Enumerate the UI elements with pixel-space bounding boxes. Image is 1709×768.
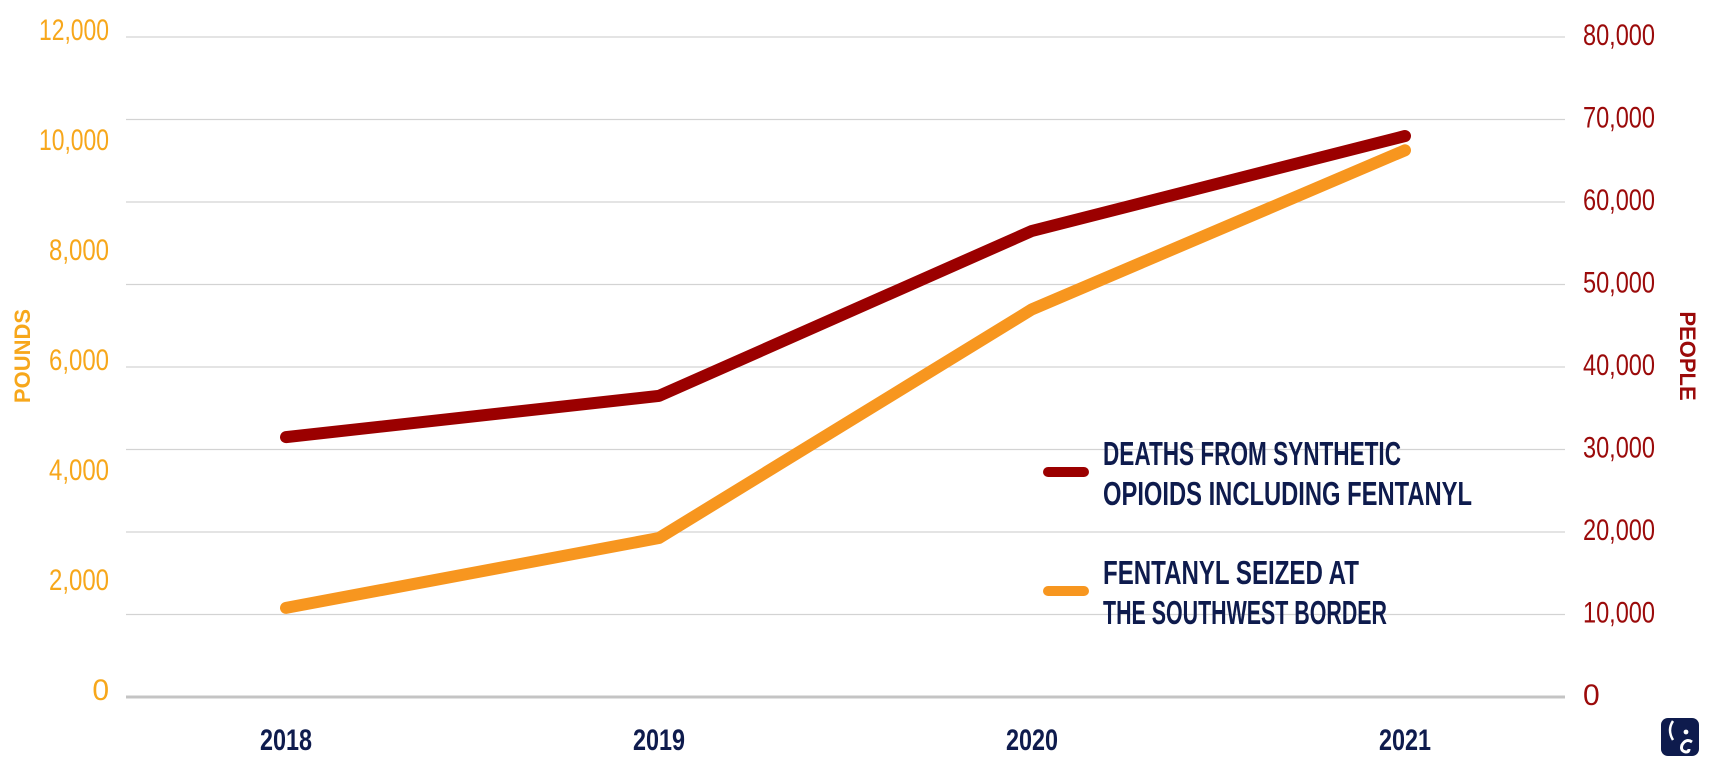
left-axis-ticks: 0 2,000 4,000 6,000 8,000 10,000 12,000 (39, 14, 109, 707)
right-axis-tick-label: 20,000 (1583, 514, 1655, 547)
left-axis-tick-label: 10,000 (39, 124, 109, 157)
x-axis-tick-label: 2020 (1006, 724, 1058, 757)
legend-label: THE SOUTHWEST BORDER (1103, 594, 1387, 631)
legend-label: FENTANYL SEIZED AT (1103, 554, 1359, 591)
x-axis-ticks: 2018 2019 2020 2021 (260, 724, 1431, 757)
right-axis-tick-label: 60,000 (1583, 184, 1655, 217)
seized-series-line (280, 144, 1411, 614)
left-axis-title: POUNDS (10, 309, 35, 403)
left-axis-tick-label: 8,000 (49, 234, 109, 267)
series-lines (280, 130, 1411, 614)
right-axis-tick-label: 80,000 (1583, 19, 1655, 52)
legend-label: OPIOIDS INCLUDING FENTANYL (1103, 475, 1472, 512)
right-axis-tick-label: 70,000 (1583, 102, 1655, 135)
left-axis-tick-label: 4,000 (49, 454, 109, 487)
left-axis-tick-label: 0 (92, 674, 109, 707)
legend-label: DEATHS FROM SYNTHETIC (1103, 435, 1401, 472)
x-axis-tick-label: 2019 (633, 724, 685, 757)
elephant-logo-icon (1661, 718, 1699, 756)
right-axis-title: PEOPLE (1675, 311, 1700, 400)
right-axis-tick-label: 10,000 (1583, 597, 1655, 630)
right-axis-tick-label: 50,000 (1583, 267, 1655, 300)
x-axis-tick-label: 2021 (1379, 724, 1431, 757)
right-axis-tick-label: 30,000 (1583, 432, 1655, 465)
left-axis-tick-label: 12,000 (39, 14, 109, 47)
right-axis-ticks: 0 10,000 20,000 30,000 40,000 50,000 60,000 70,… (1583, 19, 1655, 712)
gridlines (126, 36, 1565, 699)
right-axis-tick-label: 40,000 (1583, 349, 1655, 382)
right-axis-tick-label: 0 (1583, 679, 1600, 712)
left-axis-tick-label: 6,000 (49, 344, 109, 377)
x-axis-tick-label: 2018 (260, 724, 312, 757)
left-axis-tick-label: 2,000 (49, 564, 109, 597)
deaths-series-line (280, 130, 1411, 444)
